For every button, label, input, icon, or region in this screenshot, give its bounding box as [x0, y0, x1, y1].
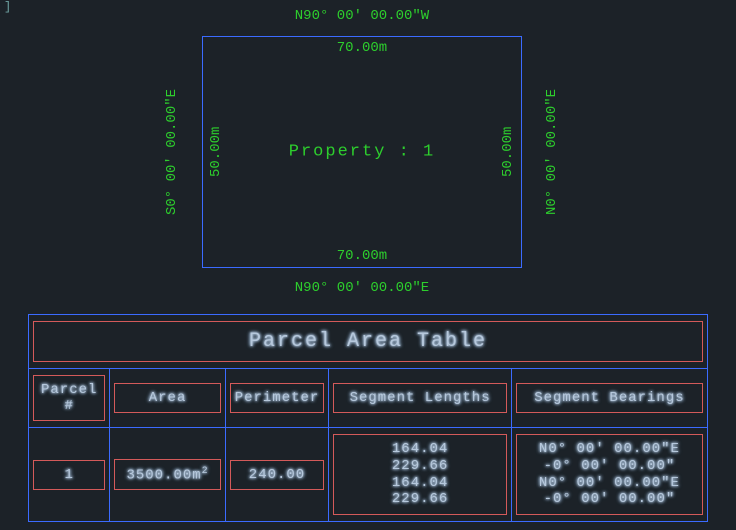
dimension-bottom: 70.00m — [202, 248, 522, 264]
cell-parcel-num: 1 — [65, 467, 74, 483]
table-title: Parcel Area Table — [249, 330, 487, 353]
property-label: Property : 1 — [202, 143, 522, 162]
col-seg-lengths: Segment Lengths — [350, 390, 491, 406]
col-seg-bearings: Segment Bearings — [534, 390, 684, 406]
cell-seg-bearings: N0° 00' 00.00"E -0° 00' 00.00" N0° 00' 0… — [539, 441, 680, 508]
parcel-figure: N90° 00' 00.00"W 70.00m 70.00m N90° 00' … — [202, 36, 522, 268]
col-parcel-num: Parcel # — [38, 382, 100, 414]
table-row: 1 3500.00m2 240.00 164.04 229.66 164.04 … — [29, 428, 708, 522]
col-area: Area — [149, 390, 187, 406]
cell-area: 3500.00m2 — [126, 466, 208, 484]
bearing-north: N90° 00' 00.00"W — [202, 8, 522, 24]
dimension-top: 70.00m — [202, 40, 522, 56]
col-perimeter: Perimeter — [235, 390, 320, 406]
parcel-area-table: Parcel Area Table Parcel # Area Perimete… — [28, 314, 708, 522]
table-header-row: Parcel # Area Perimeter Segment Lengths … — [29, 369, 708, 428]
bearing-south: N90° 00' 00.00"E — [202, 280, 522, 296]
cell-seg-lengths: 164.04 229.66 164.04 229.66 — [392, 441, 448, 508]
bearing-east: N0° 00' 00.00"E — [544, 82, 560, 222]
cell-perimeter: 240.00 — [249, 467, 305, 483]
table-title-row: Parcel Area Table — [29, 315, 708, 369]
cad-canvas: N90° 00' 00.00"W 70.00m 70.00m N90° 00' … — [0, 0, 736, 530]
parcel-table: Parcel Area Table Parcel # Area Perimete… — [28, 314, 708, 522]
bearing-west: S0° 00' 00.00"E — [164, 82, 180, 222]
